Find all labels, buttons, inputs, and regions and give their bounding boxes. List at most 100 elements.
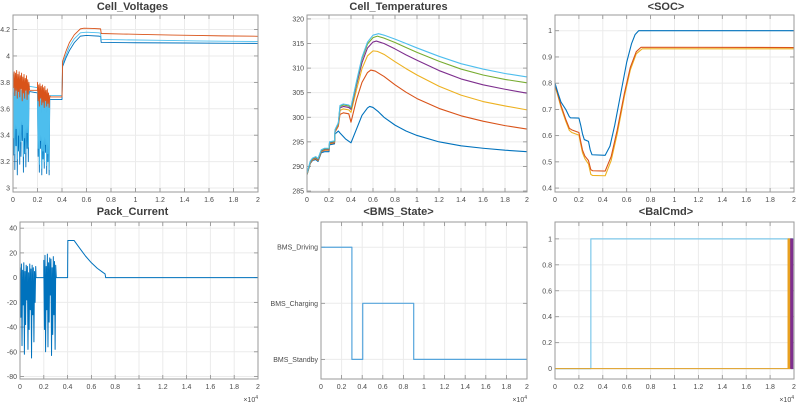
balcmd-series-toggle-purple	[790, 238, 794, 370]
balcmd-x-exponent: ×104	[779, 395, 794, 404]
pack-current-canvas: -80 -60 -40 -20 0 20 40 0 0.2 0.4 0.6 0.8 1 1.2 1.4 1.6…	[7, 221, 260, 404]
cell-temperatures-plot[interactable]: 285 290 295 300 305 310 315 320 0 0.2 0.4 0.6 0.8 1 1.…	[265, 0, 532, 205]
cell-temperatures-xtick-label: 0.4	[346, 197, 356, 204]
balcmd-xtick-label: 1.8	[765, 384, 775, 391]
pack-current-xtick-label: 1.4	[182, 384, 192, 391]
bms-state-xtick-label: 1	[422, 384, 426, 391]
bms-state-x-exponent: ×104	[512, 395, 527, 404]
balcmd-xtick-label: 1.6	[741, 384, 751, 391]
cell-voltages-ytick-label: 4	[6, 53, 10, 60]
soc-ytick-label: 0.9	[542, 54, 552, 61]
cell-temperatures-xtick-label: 1.8	[500, 197, 510, 204]
pack-current-xtick-label: 0.2	[39, 384, 49, 391]
cell-temperatures-xtick-label: 0	[305, 197, 309, 204]
balcmd-xtick-label: 2	[792, 384, 796, 391]
bms-state-xtick-label: 1.8	[502, 384, 512, 391]
cell-voltages-series-3	[12, 27, 259, 108]
cell-temperatures-ytick-label: 310	[292, 66, 304, 73]
cell-temperatures-xtick-label: 1.2	[434, 197, 444, 204]
balcmd-plot[interactable]: 0 0.2 0.4 0.6 0.8 1 0 0.2 0.4 0.6 0.8 1 1.2 1.4 1.6 1.8…	[532, 205, 800, 410]
soc-xtick-label: 1	[673, 197, 677, 204]
cell-voltages-ytick-label: 3.6	[0, 106, 10, 113]
bms-state-ytick-label: BMS_Charging	[271, 301, 319, 308]
cell-temperatures-series-6	[306, 33, 528, 174]
cell-voltages-plot[interactable]: 3 3.2 3.4 3.6 3.8 4 4.2 0 0.2 0.4 0.6 0.8 1 1.2 1.4 1.6…	[0, 0, 265, 205]
balcmd-ytick-label: 0.6	[542, 288, 552, 295]
cell-temperatures-canvas: 285 290 295 300 305 310 315 320 0 0.2 0.4 0.6 0.8 1 1.…	[292, 14, 529, 204]
pack-current-xtick-label: 1.2	[158, 384, 168, 391]
bms-state-plot[interactable]: BMS_Standby BMS_Charging BMS_Driving 0 0.2 0.…	[265, 205, 532, 410]
panel-cell-voltages: Cell_Voltages 3 3.2 3.4 3.6 3.8 4 4.2 0 0.2 0.4 0.…	[0, 0, 265, 205]
soc-xtick-label: 2	[792, 197, 796, 204]
pack-current-ytick-label: 40	[9, 226, 17, 233]
balcmd-ytick-label: 0.2	[542, 340, 552, 347]
cell-voltages-xtick-label: 1	[134, 197, 138, 204]
bms-state-xtick-label: 1.4	[460, 384, 470, 391]
soc-ytick-label: 0.5	[542, 159, 552, 166]
soc-series-3	[554, 30, 794, 156]
pack-current-xtick-label: 1	[137, 384, 141, 391]
chart-title-bms-state: <BMS_State>	[363, 206, 434, 218]
soc-xtick-label: 1.6	[741, 197, 751, 204]
soc-xtick-label: 1.8	[765, 197, 775, 204]
cell-voltages-xtick-label: 0.6	[82, 197, 92, 204]
chart-title-cell-voltages: Cell_Voltages	[96, 1, 169, 13]
soc-xtick-label: 0.6	[622, 197, 632, 204]
cell-temperatures-ytick-label: 290	[292, 164, 304, 171]
balcmd-xtick-label: 0.6	[622, 384, 632, 391]
panel-cell-temperatures: Cell_Temperatures 285 290 295 300 305 310 315 3…	[265, 0, 532, 205]
cell-temperatures-xtick-label: 1.6	[478, 197, 488, 204]
soc-plot[interactable]: 0.4 0.5 0.6 0.7 0.8 0.9 1 0 0.2 0.4 0.6 0.8 1 1.2 1.4 1…	[532, 0, 800, 205]
pack-current-ytick-label: -40	[7, 325, 17, 332]
cell-voltages-xtick-label: 0.8	[106, 197, 116, 204]
chart-title-balcmd: <BalCmd>	[638, 206, 694, 218]
pack-current-ytick-label: -80	[7, 374, 17, 381]
cell-temperatures-ytick-label: 320	[292, 16, 304, 23]
cell-temperatures-ytick-label: 305	[292, 90, 304, 97]
bms-state-ytick-label: BMS_Standby	[273, 357, 318, 364]
soc-ytick-label: 0.8	[542, 81, 552, 88]
panel-pack-current: Pack_Current -80 -60 -40 -20 0 20 40 0 0.2 0.4 0.6…	[0, 205, 265, 410]
soc-ytick-label: 1	[548, 28, 552, 35]
chart-title-soc: <SOC>	[647, 1, 685, 13]
pack-current-xtick-label: 0.8	[110, 384, 120, 391]
pack-current-xtick-label: 1.6	[206, 384, 216, 391]
pack-current-xtick-label: 2	[256, 384, 260, 391]
soc-xtick-label: 0.4	[598, 197, 608, 204]
cell-voltages-ytick-label: 3.2	[0, 159, 10, 166]
soc-series-2	[554, 46, 795, 172]
bms-state-xtick-label: 0.4	[357, 384, 367, 391]
cell-temperatures-xtick-label: 2	[525, 197, 529, 204]
pack-current-plot[interactable]: -80 -60 -40 -20 0 20 40 0 0.2 0.4 0.6 0.8 1 1.2 1.4 1.6…	[0, 205, 265, 410]
pack-current-xtick-label: 1.8	[229, 384, 239, 391]
cell-voltages-canvas: 3 3.2 3.4 3.6 3.8 4 4.2 0 0.2 0.4 0.6 0.8 1 1.2 1.4 1.6…	[0, 14, 260, 204]
balcmd-xtick-label: 0.2	[574, 384, 584, 391]
bms-state-xtick-label: 1.2	[440, 384, 450, 391]
bms-state-xtick-label: 2	[525, 384, 529, 391]
pack-current-xtick-label: 0.6	[87, 384, 97, 391]
cell-temperatures-xtick-label: 0.8	[390, 197, 400, 204]
balcmd-ytick-label: 1	[548, 236, 552, 243]
cell-temperatures-ytick-label: 295	[292, 139, 304, 146]
bms-state-xtick-label: 0.2	[337, 384, 347, 391]
balcmd-ytick-label: 0	[548, 366, 552, 373]
chart-title-cell-temperatures: Cell_Temperatures	[349, 1, 448, 13]
soc-series-1	[554, 48, 794, 177]
cell-voltages-xtick-label: 1.2	[155, 197, 165, 204]
balcmd-xtick-label: 1	[673, 384, 677, 391]
cell-voltages-ytick-label: 3.4	[0, 133, 10, 140]
cell-voltages-ytick-label: 3.8	[0, 80, 10, 87]
bms-state-canvas: BMS_Standby BMS_Charging BMS_Driving 0 0.2 0.…	[271, 221, 529, 404]
pack-current-ytick-label: 20	[9, 250, 17, 257]
panel-balcmd: <BalCmd> 0 0.2 0.4 0.6 0.8 1 0 0.2 0.4 0.6 0.8 1 1.2…	[532, 205, 800, 410]
pack-current-xtick-label: 0.4	[63, 384, 73, 391]
pack-current-ytick-label: 0	[13, 275, 17, 282]
cell-temperatures-ytick-label: 300	[292, 115, 304, 122]
cell-temperatures-xtick-label: 1.4	[456, 197, 466, 204]
panel-bms-state: <BMS_State> BMS_Standby BMS_Charging BMS_D…	[265, 205, 532, 410]
bms-state-series-1	[321, 246, 527, 360]
pack-current-series-1	[19, 240, 258, 359]
chart-title-pack-current: Pack_Current	[96, 206, 169, 218]
soc-xtick-label: 1.2	[694, 197, 704, 204]
cell-voltages-xtick-label: 0.2	[33, 197, 43, 204]
